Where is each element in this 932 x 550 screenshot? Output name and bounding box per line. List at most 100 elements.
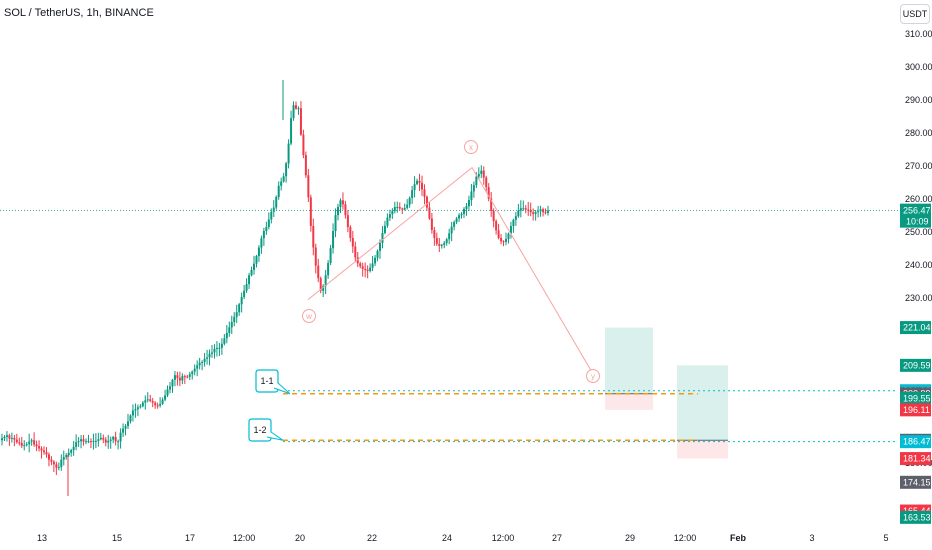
candle: [319, 276, 322, 294]
callout-1-2[interactable]: 1-2: [248, 418, 284, 442]
candle: [144, 395, 147, 410]
candle: [304, 151, 307, 178]
candle: [104, 437, 107, 447]
candle: [297, 106, 300, 115]
candle: [411, 185, 414, 204]
x-tick-label: 27: [552, 533, 562, 543]
candle: [379, 239, 381, 259]
price-badge-value: 196.11: [903, 405, 930, 415]
symbol-title: SOL / TetherUS, 1h, BINANCE: [4, 7, 154, 19]
candle: [440, 243, 443, 249]
candle: [62, 450, 65, 466]
candle: [124, 424, 127, 436]
candle: [497, 223, 500, 240]
candle: [57, 462, 60, 471]
candle: [10, 432, 13, 443]
candle: [381, 226, 384, 249]
price-badge: 181.34: [900, 452, 931, 466]
candle: [317, 258, 320, 283]
candle: [38, 440, 41, 452]
candle: [492, 208, 495, 228]
x-tick-label: 12:00: [492, 533, 515, 543]
currency-button[interactable]: USDT: [900, 4, 930, 24]
candle: [134, 403, 137, 418]
last-price-value: 256.47: [903, 206, 931, 216]
callout-text: 1-2: [253, 425, 266, 435]
candle: [169, 381, 171, 394]
candle: [211, 345, 213, 358]
candle: [527, 201, 530, 216]
candle: [97, 432, 100, 447]
price-badge-value: 174.15: [903, 477, 931, 487]
x-tick-label: 5: [883, 533, 888, 543]
candle: [213, 344, 216, 359]
candle: [396, 201, 399, 213]
candle: [470, 183, 473, 206]
candle: [139, 404, 142, 409]
x-tick-label: Feb: [730, 533, 747, 543]
wave-label-w[interactable]: w: [302, 309, 316, 323]
candle: [60, 454, 63, 471]
candle: [28, 433, 31, 453]
candle: [67, 448, 70, 457]
long-position-1[interactable]: [605, 327, 653, 410]
candle: [329, 244, 332, 266]
candle: [467, 195, 470, 212]
wave-label-y[interactable]: y: [586, 369, 600, 383]
candle: [45, 447, 48, 458]
candle: [55, 461, 58, 476]
callout-1-1[interactable]: 1-1: [255, 369, 291, 395]
candle: [514, 212, 517, 226]
wave-label-x[interactable]: x: [464, 140, 478, 154]
candle: [537, 206, 540, 218]
candle: [522, 200, 525, 211]
candle: [164, 389, 167, 402]
candle: [388, 209, 391, 222]
y-tick-label: 230.00: [905, 293, 932, 303]
candle: [337, 203, 339, 221]
candle: [418, 173, 421, 192]
x-tick-label: 12:00: [233, 533, 256, 543]
candle: [50, 456, 53, 466]
candle: [233, 312, 236, 327]
wave-label-text: x: [469, 143, 473, 152]
candle: [154, 401, 157, 409]
candle: [455, 216, 458, 225]
candle: [253, 255, 255, 275]
candle: [151, 397, 154, 408]
candle: [547, 205, 549, 216]
candle: [374, 254, 377, 267]
candle: [94, 433, 97, 449]
candle: [188, 371, 191, 381]
candle: [542, 207, 545, 217]
wave-path[interactable]: [307, 166, 594, 375]
candle: [339, 198, 342, 214]
candle: [416, 178, 419, 186]
candle: [438, 237, 441, 252]
candle: [225, 324, 228, 344]
x-tick-label: 20: [295, 533, 305, 543]
long-position-2[interactable]: [677, 365, 728, 459]
candle: [248, 272, 251, 289]
y-tick-label: 270.00: [905, 161, 932, 171]
candle: [203, 352, 206, 367]
candle: [344, 200, 347, 219]
candle: [35, 440, 38, 452]
candle: [245, 278, 248, 293]
candle: [80, 435, 83, 449]
candle: [512, 218, 515, 233]
candle: [72, 440, 75, 456]
candle: [312, 218, 315, 256]
candle: [450, 221, 453, 242]
countdown: 10:09: [906, 217, 929, 227]
candle: [77, 437, 80, 447]
candle: [485, 175, 488, 192]
candle: [75, 434, 78, 451]
candle: [433, 226, 436, 246]
candle: [391, 208, 394, 219]
x-tick-label: 17: [185, 533, 195, 543]
candle: [171, 378, 174, 393]
candle: [322, 284, 325, 297]
candle: [114, 431, 117, 446]
